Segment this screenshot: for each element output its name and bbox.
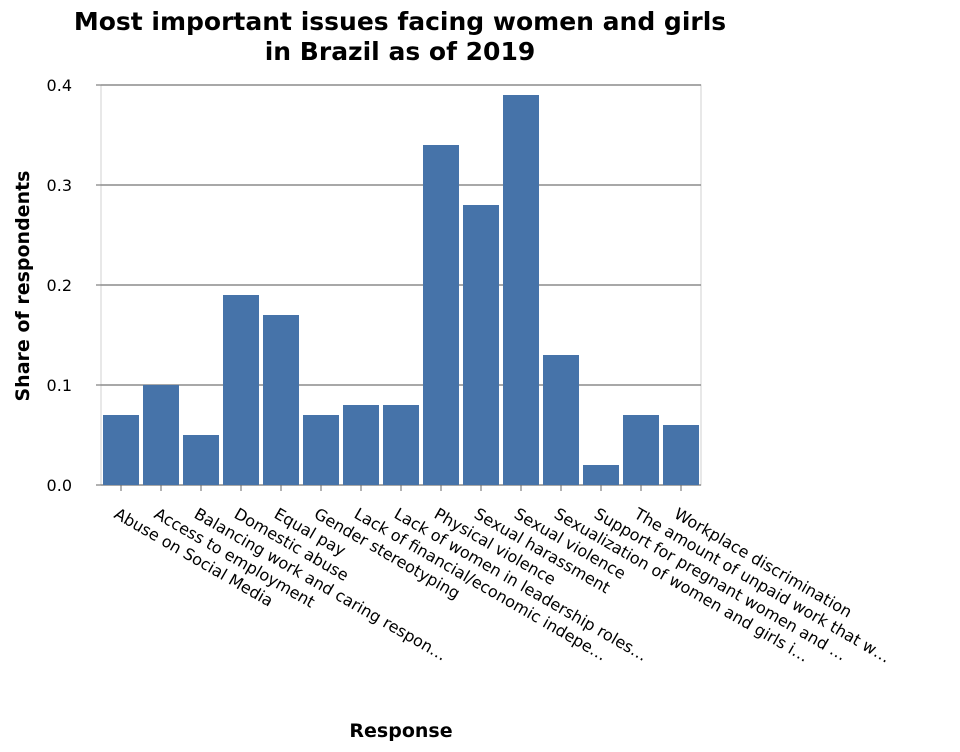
bar [343, 405, 379, 485]
y-tick-label: 0.3 [47, 176, 72, 195]
bar [543, 355, 579, 485]
bar [663, 425, 699, 485]
chart-title-line-1: Most important issues facing women and g… [74, 7, 726, 36]
bar [143, 385, 179, 485]
bar [583, 465, 619, 485]
bar [463, 205, 499, 485]
bar [503, 95, 539, 485]
y-tick-label: 0.0 [47, 476, 72, 495]
y-tick-label: 0.4 [47, 76, 72, 95]
y-axis-label: Share of respondents [12, 171, 34, 402]
bar [263, 315, 299, 485]
bar [223, 295, 259, 485]
bar [383, 405, 419, 485]
y-tick-label: 0.2 [47, 276, 72, 295]
bar [423, 145, 459, 485]
y-tick-label: 0.1 [47, 376, 72, 395]
chart-title-line-2: in Brazil as of 2019 [265, 37, 536, 66]
bar [303, 415, 339, 485]
bar [103, 415, 139, 485]
bar [183, 435, 219, 485]
x-axis-label: Response [349, 720, 452, 742]
bar [623, 415, 659, 485]
